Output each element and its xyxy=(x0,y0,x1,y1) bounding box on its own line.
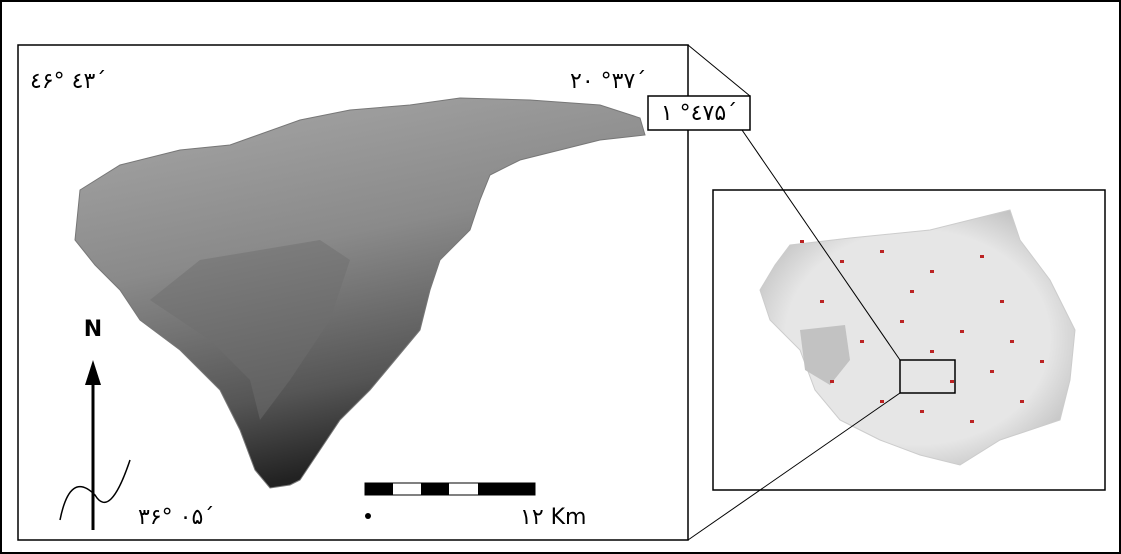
scale-bar xyxy=(364,482,536,519)
inset-towns xyxy=(800,240,1044,423)
leader-line xyxy=(687,44,751,97)
inset-lake xyxy=(800,325,850,385)
north-arrow-head xyxy=(85,360,101,385)
coordinate-label: ٤۶° ٤٣´ xyxy=(30,69,106,94)
callout-box xyxy=(647,95,751,131)
north-label: N xyxy=(84,317,102,342)
inset-region xyxy=(759,209,1076,466)
coordinate-label: ٣۶° ٠۵´ xyxy=(138,505,214,530)
scale-label: ١٢ Km xyxy=(520,505,587,530)
leader-line xyxy=(741,129,901,361)
terrain-shadow xyxy=(150,240,350,420)
north-flourish xyxy=(59,459,131,521)
inset-locator-box xyxy=(899,359,956,394)
coordinate-label: ٤٧° ١۵´ xyxy=(661,101,737,126)
leader-line xyxy=(687,392,901,541)
coordinate-label: ٣٧° ٢٠´ xyxy=(570,69,646,94)
terrain xyxy=(74,97,646,489)
